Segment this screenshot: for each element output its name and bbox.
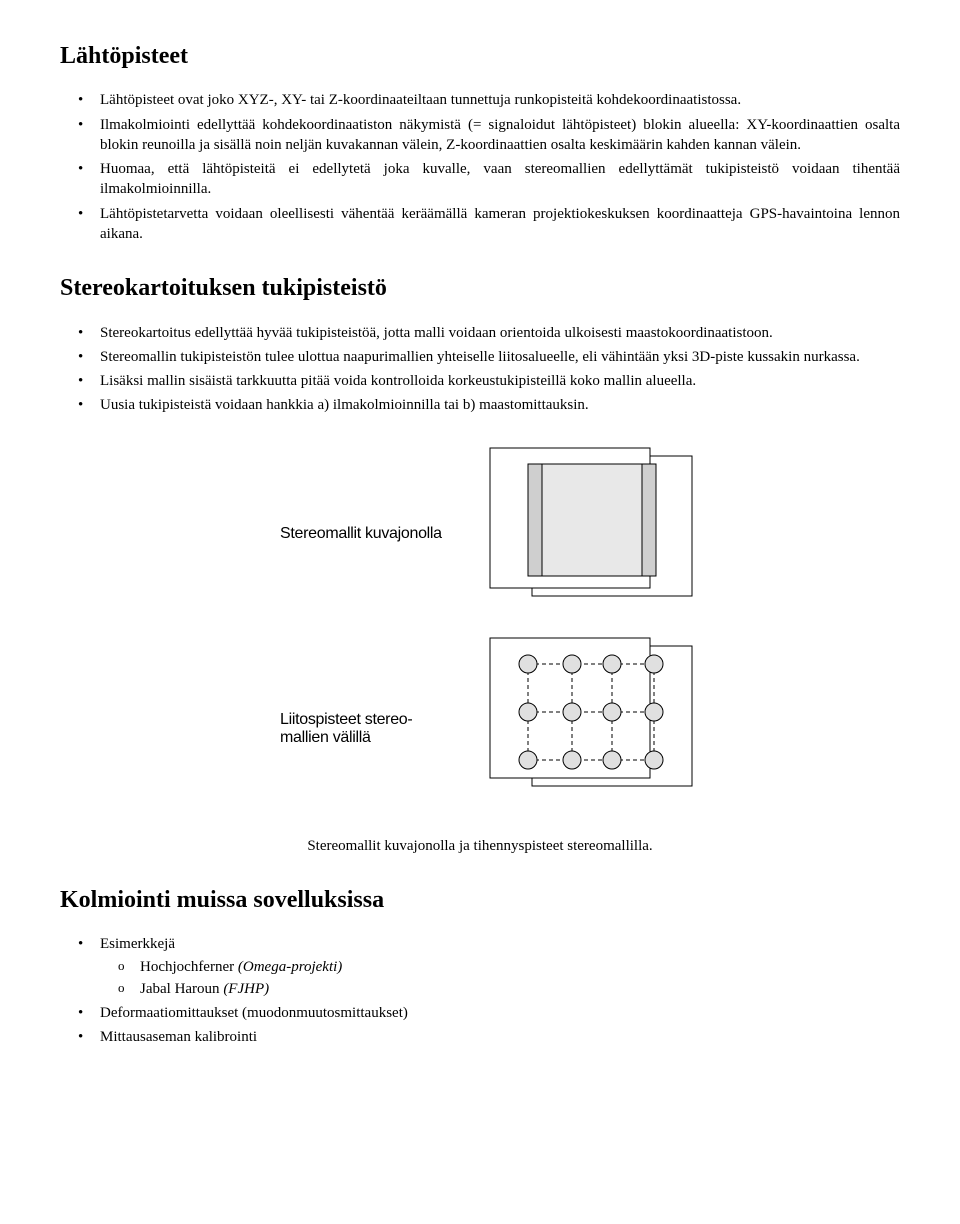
sub-item-italic: (FJHP) [223, 981, 269, 997]
list-item: Lähtöpisteet ovat joko XYZ-, XY- tai Z-k… [100, 90, 900, 110]
diagram-label-2a: Liitospisteet stereo- [280, 711, 412, 728]
diagram-svg: Stereomallit kuvajonolla Liitospisteet s… [250, 446, 710, 806]
section2-list: Stereokartoitus edellyttää hyvää tukipis… [60, 323, 900, 416]
section3-list: Esimerkkejä Hochjochferner (Omega-projek… [60, 934, 900, 1047]
diagram-container: Stereomallit kuvajonolla Liitospisteet s… [60, 446, 900, 857]
diagram-label-2b: mallien välillä [280, 729, 371, 746]
sub-list-item: Jabal Haroun (FJHP) [140, 979, 900, 999]
list-item: Uusia tukipisteistä voidaan hankkia a) i… [100, 395, 900, 415]
list-item-text: Esimerkkejä [100, 936, 175, 952]
diagram-caption: Stereomallit kuvajonolla ja tihennyspist… [250, 836, 710, 856]
list-item: Stereokartoitus edellyttää hyvää tukipis… [100, 323, 900, 343]
list-item: Mittausaseman kalibrointi [100, 1027, 900, 1047]
list-item: Lähtöpistetarvetta voidaan oleellisesti … [100, 204, 900, 245]
section3-title: Kolmiointi muissa sovelluksissa [60, 884, 900, 916]
section1-title: Lähtöpisteet [60, 40, 900, 72]
section1-list: Lähtöpisteet ovat joko XYZ-, XY- tai Z-k… [60, 90, 900, 244]
sub-item-text: Jabal Haroun [140, 981, 223, 997]
sub-list-item: Hochjochferner (Omega-projekti) [140, 957, 900, 977]
sub-item-text: Hochjochferner [140, 959, 238, 975]
sub-item-italic: (Omega-projekti) [238, 959, 342, 975]
sub-list: Hochjochferner (Omega-projekti) Jabal Ha… [100, 957, 900, 1000]
list-item: Deformaatiomittaukset (muodonmuutosmitta… [100, 1003, 900, 1023]
list-item: Lisäksi mallin sisäistä tarkkuutta pitää… [100, 371, 900, 391]
list-item: Stereomallin tukipisteistön tulee ulottu… [100, 347, 900, 367]
list-item: Huomaa, että lähtöpisteitä ei edellytetä… [100, 159, 900, 200]
section2-title: Stereokartoituksen tukipisteistö [60, 272, 900, 304]
diagram-label-1: Stereomallit kuvajonolla [280, 525, 442, 542]
list-item: Esimerkkejä Hochjochferner (Omega-projek… [100, 934, 900, 999]
list-item: Ilmakolmiointi edellyttää kohdekoordinaa… [100, 115, 900, 156]
